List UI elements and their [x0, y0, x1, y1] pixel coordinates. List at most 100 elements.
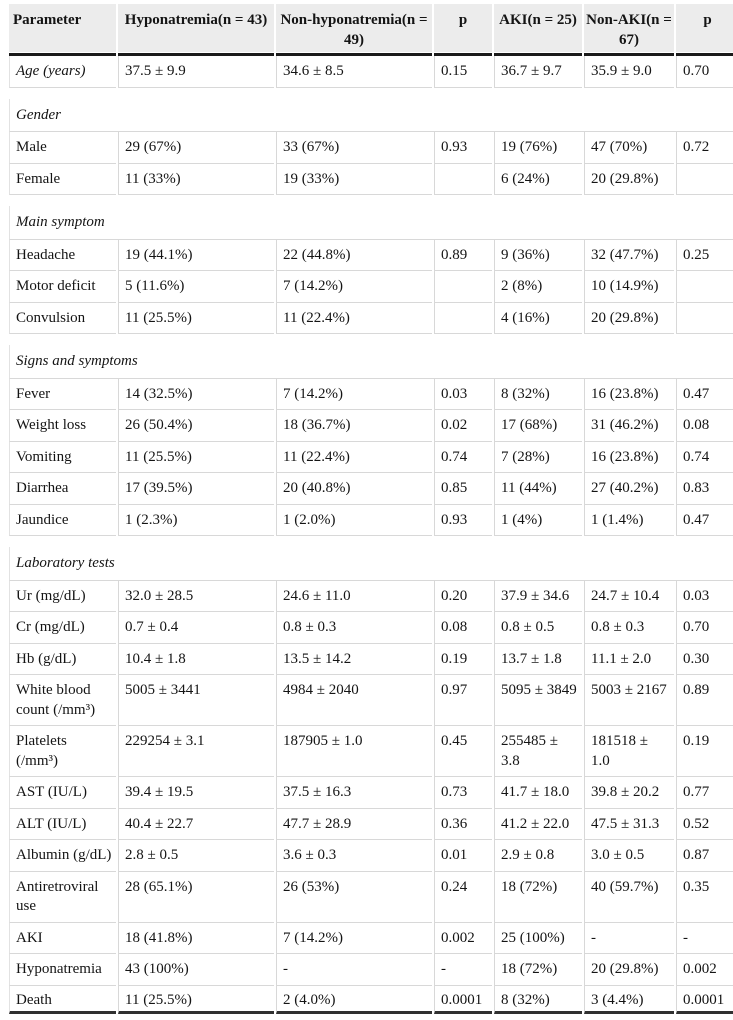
parameter-cell: Vomiting: [9, 441, 116, 473]
parameter-cell: AKI: [9, 922, 116, 954]
value-cell: 18 (41.8%): [118, 922, 274, 954]
p-value-cell: 0.002: [676, 954, 733, 986]
value-cell: 37.5 ± 16.3: [276, 777, 432, 809]
value-cell: 11 (33%): [118, 163, 274, 195]
column-header: Parameter: [9, 4, 116, 52]
parameter-cell: Headache: [9, 239, 116, 271]
p-value-cell: 0.47: [676, 504, 733, 536]
value-cell: 41.2 ± 22.0: [494, 808, 582, 840]
parameter-cell: Motor deficit: [9, 271, 116, 303]
spacer-cell: [9, 334, 733, 345]
value-cell: 20 (40.8%): [276, 473, 432, 505]
parameter-cell: White blood count (/mm³): [9, 675, 116, 726]
p-value-cell: -: [434, 954, 492, 986]
value-cell: 37.5 ± 9.9: [118, 56, 274, 88]
value-cell: 32 (47.7%): [584, 239, 674, 271]
p-value-cell: [676, 302, 733, 334]
p-value-cell: 0.85: [434, 473, 492, 505]
value-cell: 26 (53%): [276, 871, 432, 923]
table-row: Motor deficit 5 (11.6%) 7 (14.2%) 2 (8%) 10 …: [9, 271, 733, 303]
parameter-cell: Death: [9, 985, 116, 1014]
value-cell: 0.7 ± 0.4: [118, 612, 274, 644]
value-cell: 32.0 ± 28.5: [118, 580, 274, 612]
value-cell: 19 (76%): [494, 132, 582, 164]
header-underline-row: [9, 52, 733, 56]
value-cell: 28 (65.1%): [118, 871, 274, 923]
value-cell: 1 (2.3%): [118, 504, 274, 536]
parameter-cell: AST (IU/L): [9, 777, 116, 809]
p-value-cell: 0.08: [434, 612, 492, 644]
p-value-cell: 0.52: [676, 808, 733, 840]
table-row: Weight loss 26 (50.4%) 18 (36.7%) 0.02 17 (6…: [9, 410, 733, 442]
p-value-cell: 0.89: [434, 239, 492, 271]
value-cell: 7 (14.2%): [276, 271, 432, 303]
p-value-cell: 0.36: [434, 808, 492, 840]
value-cell: -: [584, 922, 674, 954]
header-underline-cell: [676, 52, 733, 56]
spacer-cell: [9, 88, 733, 99]
p-value-cell: 0.25: [676, 239, 733, 271]
value-cell: 19 (33%): [276, 163, 432, 195]
p-value-cell: 0.19: [676, 726, 733, 777]
parameter-cell: ALT (IU/L): [9, 808, 116, 840]
table-row: Albumin (g/dL) 2.8 ± 0.5 3.6 ± 0.3 0.01 2.9 …: [9, 840, 733, 872]
spacer-row: [9, 334, 733, 345]
value-cell: 5095 ± 3849: [494, 675, 582, 726]
value-cell: 16 (23.8%): [584, 441, 674, 473]
parameter-cell: Hb (g/dL): [9, 643, 116, 675]
table-row: Antiretroviral use 28 (65.1%) 26 (53%) 0.24…: [9, 871, 733, 923]
value-cell: 47.5 ± 31.3: [584, 808, 674, 840]
parameter-cell: Platelets (/mm³): [9, 726, 116, 777]
header-underline-cell: [584, 52, 674, 56]
value-cell: 181518 ± 1.0: [584, 726, 674, 777]
p-value-cell: 0.74: [434, 441, 492, 473]
value-cell: 1 (2.0%): [276, 504, 432, 536]
value-cell: 8 (32%): [494, 985, 582, 1014]
table-row: Death 11 (25.5%) 2 (4.0%) 0.0001 8 (32%) 3 (4…: [9, 985, 733, 1014]
value-cell: 2.8 ± 0.5: [118, 840, 274, 872]
p-value-cell: 0.20: [434, 580, 492, 612]
p-value-cell: [434, 163, 492, 195]
value-cell: 1 (4%): [494, 504, 582, 536]
value-cell: 0.8 ± 0.3: [276, 612, 432, 644]
parameter-cell: Ur (mg/dL): [9, 580, 116, 612]
p-value-cell: 0.15: [434, 56, 492, 88]
value-cell: 31 (46.2%): [584, 410, 674, 442]
header-underline-cell: [494, 52, 582, 56]
section-title-row: Laboratory tests: [9, 547, 733, 581]
value-cell: 13.5 ± 14.2: [276, 643, 432, 675]
value-cell: 22 (44.8%): [276, 239, 432, 271]
value-cell: 2.9 ± 0.8: [494, 840, 582, 872]
value-cell: 20 (29.8%): [584, 302, 674, 334]
parameter-cell: Weight loss: [9, 410, 116, 442]
section-title-row: Main symptom: [9, 206, 733, 240]
value-cell: 10.4 ± 1.8: [118, 643, 274, 675]
p-value-cell: 0.02: [434, 410, 492, 442]
value-cell: 7 (14.2%): [276, 378, 432, 410]
p-value-cell: 0.03: [434, 378, 492, 410]
column-header: AKI(n = 25): [494, 4, 582, 52]
value-cell: 37.9 ± 34.6: [494, 580, 582, 612]
p-value-cell: 0.002: [434, 922, 492, 954]
value-cell: 47.7 ± 28.9: [276, 808, 432, 840]
table-row: Hyponatremia 43 (100%) - -18 (72%) 20 (29.8%…: [9, 954, 733, 986]
value-cell: 13.7 ± 1.8: [494, 643, 582, 675]
p-value-cell: 0.89: [676, 675, 733, 726]
header-underline-cell: [276, 52, 432, 56]
value-cell: 34.6 ± 8.5: [276, 56, 432, 88]
table-row: ALT (IU/L) 40.4 ± 22.7 47.7 ± 28.9 0.36 41.2…: [9, 808, 733, 840]
parameter-cell: Diarrhea: [9, 473, 116, 505]
table-row: Cr (mg/dL) 0.7 ± 0.4 0.8 ± 0.3 0.08 0.8 ± 0.…: [9, 612, 733, 644]
p-value-cell: 0.73: [434, 777, 492, 809]
p-value-cell: [676, 163, 733, 195]
value-cell: 11 (44%): [494, 473, 582, 505]
table-row: Diarrhea 17 (39.5%) 20 (40.8%) 0.85 11 (44%)…: [9, 473, 733, 505]
header-underline-cell: [118, 52, 274, 56]
value-cell: 35.9 ± 9.0: [584, 56, 674, 88]
table-row: Female 11 (33%) 19 (33%) 6 (24%) 20 (29.8%): [9, 163, 733, 195]
value-cell: 9 (36%): [494, 239, 582, 271]
value-cell: 24.7 ± 10.4: [584, 580, 674, 612]
table-row: Jaundice 1 (2.3%) 1 (2.0%) 0.93 1 (4%) 1 (1.4…: [9, 504, 733, 536]
value-cell: 18 (36.7%): [276, 410, 432, 442]
value-cell: 7 (28%): [494, 441, 582, 473]
